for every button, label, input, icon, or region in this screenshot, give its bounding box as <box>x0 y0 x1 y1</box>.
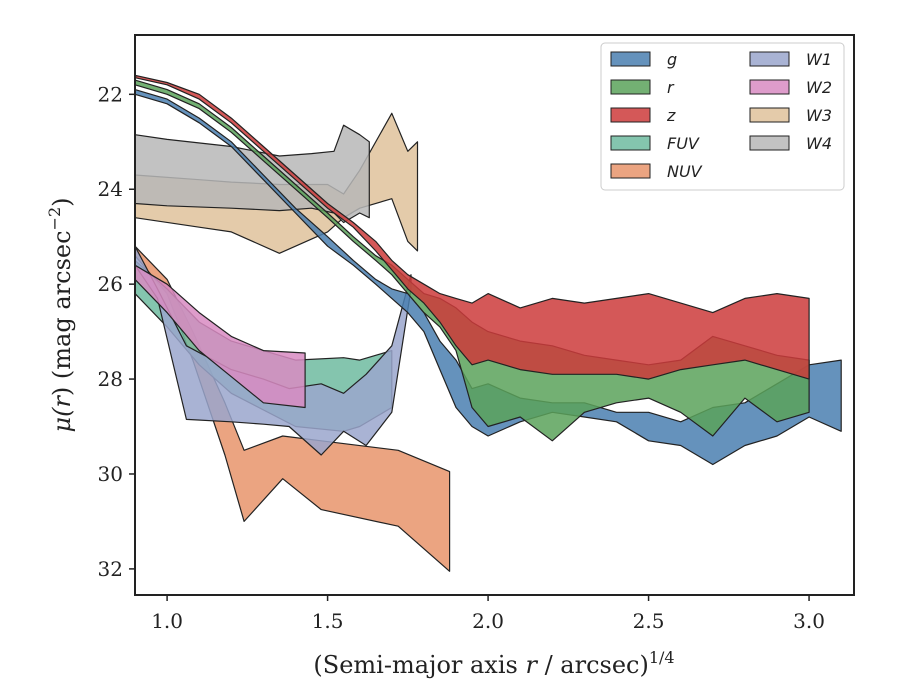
x-tick-label: 1.0 <box>151 609 183 633</box>
legend-label-w3: W3 <box>806 106 832 125</box>
y-tick-label: 26 <box>98 272 123 296</box>
legend-swatch-w4 <box>749 135 790 151</box>
legend: grz FUV NUV W1 W2 W3 W4 <box>600 42 845 191</box>
x-tick-label: 3.0 <box>793 609 825 633</box>
x-axis-label: (Semi-major axis r / arcsec)1/4 <box>313 648 674 679</box>
legend-swatch-z <box>610 107 651 123</box>
legend-label-fuv: FUV <box>667 134 700 153</box>
x-tick-label: 2.0 <box>472 609 504 633</box>
x-tick-label: 2.5 <box>633 609 665 633</box>
legend-label-w2: W2 <box>806 78 832 97</box>
legend-swatch-nuv <box>610 163 651 179</box>
legend-label-r: r <box>667 78 675 97</box>
legend-label-w4: W4 <box>806 134 832 153</box>
legend-swatch-r <box>610 79 651 95</box>
y-axis-label: μ(r) (mag arcsec−2) <box>45 197 76 432</box>
legend-label-z: z <box>666 106 676 125</box>
y-tick-label: 28 <box>98 367 123 391</box>
legend-label-nuv: NUV <box>667 162 703 181</box>
legend-swatch-w3 <box>749 107 790 123</box>
y-tick-label: 24 <box>98 177 123 201</box>
x-axis-ticks: 1.0 1.5 2.0 2.5 3.0 <box>151 595 825 633</box>
legend-label-w1: W1 <box>806 50 832 69</box>
legend-label-g: g <box>667 50 677 69</box>
y-tick-label: 22 <box>98 82 123 106</box>
area-z <box>134 74 810 380</box>
area-w2 <box>134 264 306 409</box>
y-axis-ticks: 22 24 26 28 30 32 <box>98 82 135 581</box>
legend-swatch-w1 <box>749 51 790 67</box>
legend-swatch-g <box>610 51 651 67</box>
x-tick-label: 1.5 <box>312 609 344 633</box>
series-areas <box>134 74 842 572</box>
plot-frame <box>134 34 855 596</box>
y-tick-label: 30 <box>98 462 123 486</box>
legend-swatch-w2 <box>749 79 790 95</box>
legend-swatch-fuv <box>610 135 651 151</box>
y-tick-label: 32 <box>98 557 123 581</box>
